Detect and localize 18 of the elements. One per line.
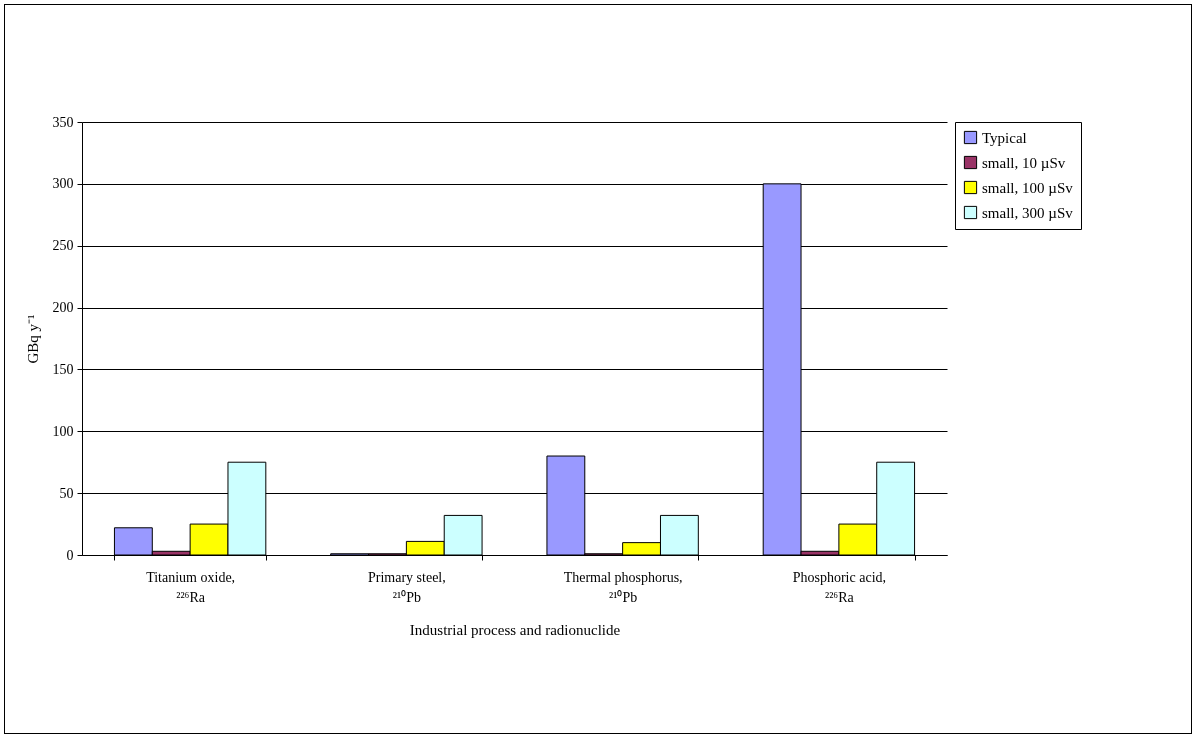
legend-label: Typical: [982, 129, 1027, 146]
y-tick-label: 150: [52, 361, 74, 377]
y-tick-label: 250: [52, 238, 74, 254]
legend-label: small, 100 µSv: [982, 179, 1074, 196]
y-tick-label: 300: [52, 176, 74, 192]
y-axis-title: GBq y⁻¹: [24, 314, 41, 364]
x-tick-label: Primary steel, ²¹⁰Pb: [367, 569, 446, 605]
x-tick-label: Thermal phosphorus, ²¹⁰Pb: [563, 569, 683, 605]
x-tick-label: Titanium oxide, ²²⁶Ra: [146, 569, 236, 605]
y-tick-label: 200: [52, 300, 74, 316]
y-tick-label: 50: [59, 485, 74, 501]
legend-label: small, 10 µSv: [982, 154, 1066, 171]
y-tick-label: 350: [52, 114, 74, 130]
legend-label: small, 300 µSv: [982, 204, 1074, 221]
y-tick-label: 0: [66, 547, 74, 563]
y-tick-label: 100: [52, 423, 74, 439]
x-tick-label: Phosphoric acid, ²²⁶Ra: [792, 569, 887, 605]
x-axis-title: Industrial process and radionuclide: [409, 621, 621, 638]
